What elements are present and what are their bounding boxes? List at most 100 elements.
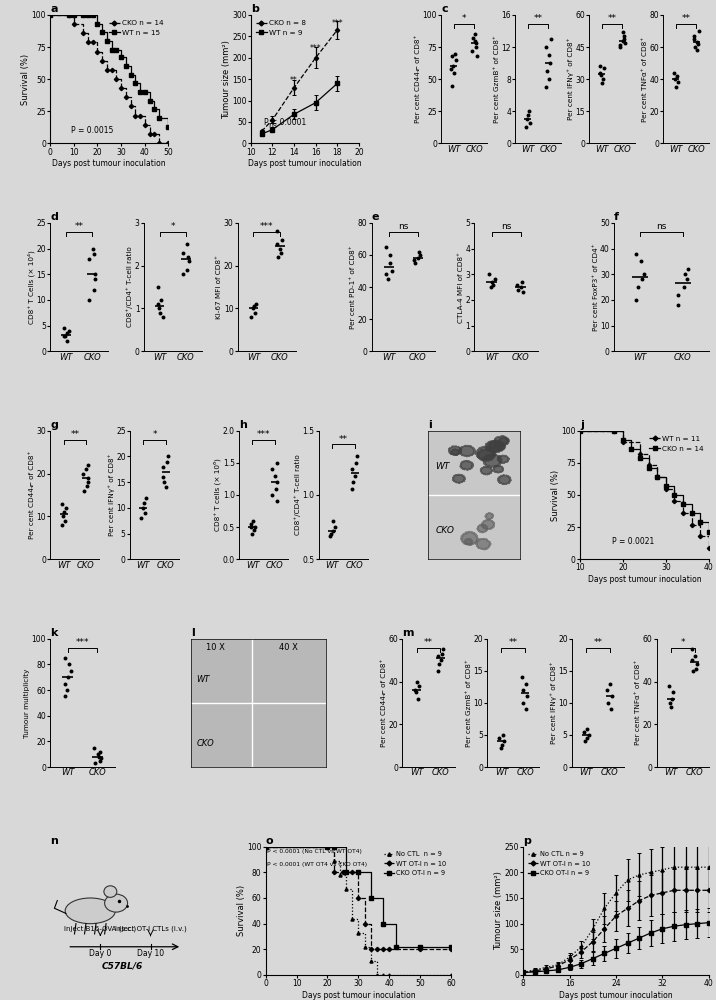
Text: **: ** xyxy=(682,14,690,23)
Point xyxy=(667,684,679,700)
Text: ***: *** xyxy=(332,19,343,28)
Point xyxy=(93,749,105,765)
Text: **: ** xyxy=(70,430,79,439)
Point xyxy=(412,250,424,266)
Y-axis label: Per cent CD44⬐ of CD8⁺: Per cent CD44⬐ of CD8⁺ xyxy=(381,659,387,747)
X-axis label: Days post tumour inoculation: Days post tumour inoculation xyxy=(588,575,701,584)
Point xyxy=(666,699,677,715)
Point xyxy=(594,58,606,74)
Point xyxy=(466,43,478,59)
Text: **: ** xyxy=(290,76,298,85)
Polygon shape xyxy=(481,519,495,530)
Point xyxy=(65,663,77,679)
Point xyxy=(276,245,287,261)
Polygon shape xyxy=(494,436,509,446)
Text: *: * xyxy=(680,638,685,647)
Text: *: * xyxy=(170,222,175,231)
Text: f: f xyxy=(614,212,619,222)
Polygon shape xyxy=(493,466,503,473)
Point xyxy=(178,266,189,282)
Point xyxy=(495,740,506,756)
Point xyxy=(82,457,93,473)
Point xyxy=(89,246,100,262)
Text: **: ** xyxy=(533,14,543,23)
Point xyxy=(606,688,618,704)
Text: ***: *** xyxy=(76,638,90,647)
Text: P < 0.0001 (No CTL vs WT OT4): P < 0.0001 (No CTL vs WT OT4) xyxy=(268,849,362,854)
Point xyxy=(518,695,529,711)
Point xyxy=(349,468,361,484)
Ellipse shape xyxy=(105,894,127,912)
Text: WT: WT xyxy=(196,675,210,684)
Point xyxy=(619,35,631,51)
Point xyxy=(62,333,73,349)
Text: ns: ns xyxy=(656,222,667,231)
Point xyxy=(450,52,462,68)
Y-axis label: Per cent FoxP3⁺ of CD4⁺: Per cent FoxP3⁺ of CD4⁺ xyxy=(593,243,599,331)
Point xyxy=(155,305,166,321)
Point xyxy=(669,71,681,87)
Text: WT: WT xyxy=(435,462,450,471)
Y-axis label: Per cent TNFα⁺ of CD8⁺: Per cent TNFα⁺ of CD8⁺ xyxy=(642,37,648,122)
Point xyxy=(617,33,629,49)
Point xyxy=(137,500,148,516)
Point xyxy=(59,688,70,704)
Point xyxy=(271,236,283,252)
Point xyxy=(155,292,167,308)
Y-axis label: Survival (%): Survival (%) xyxy=(21,54,30,105)
Point xyxy=(471,48,483,64)
Point xyxy=(664,695,676,711)
Text: 10 X: 10 X xyxy=(206,643,225,652)
Point xyxy=(432,663,443,679)
Legend: CKO n = 14, WT n = 15: CKO n = 14, WT n = 15 xyxy=(107,19,165,37)
Point xyxy=(347,474,359,490)
Point xyxy=(432,648,444,664)
Point xyxy=(270,468,281,484)
Point xyxy=(347,461,358,477)
Point xyxy=(498,733,510,749)
Polygon shape xyxy=(475,538,491,550)
Text: *: * xyxy=(462,14,466,23)
Point xyxy=(276,232,288,248)
Text: k: k xyxy=(50,628,57,638)
Point xyxy=(449,46,460,62)
Text: Day 0: Day 0 xyxy=(89,949,112,958)
Polygon shape xyxy=(497,455,509,463)
Point xyxy=(521,701,532,717)
Point xyxy=(520,676,531,692)
Point xyxy=(524,115,536,131)
Y-axis label: Survival (%): Survival (%) xyxy=(551,469,560,521)
Point xyxy=(266,487,278,503)
Point xyxy=(488,277,499,293)
Point xyxy=(90,755,101,771)
Point xyxy=(614,37,626,53)
X-axis label: Days post tumour inoculation: Days post tumour inoculation xyxy=(301,991,415,1000)
Y-axis label: CTLA-4 MFI of CD8⁺: CTLA-4 MFI of CD8⁺ xyxy=(458,252,464,323)
Point xyxy=(468,30,479,46)
Point xyxy=(678,279,690,295)
Polygon shape xyxy=(495,443,505,451)
Text: g: g xyxy=(50,420,58,430)
Y-axis label: Per cent GzmB⁺ of CD8⁺: Per cent GzmB⁺ of CD8⁺ xyxy=(466,659,472,747)
Point xyxy=(414,678,425,694)
Y-axis label: Per cent IFNγ⁺ of CD8⁺: Per cent IFNγ⁺ of CD8⁺ xyxy=(550,662,556,744)
Polygon shape xyxy=(460,532,478,545)
Point xyxy=(78,483,90,499)
Point xyxy=(516,279,527,295)
Point xyxy=(351,448,362,464)
Point xyxy=(690,661,702,677)
Point xyxy=(84,251,95,267)
Point xyxy=(415,247,426,263)
Point xyxy=(523,103,535,119)
Point xyxy=(247,513,258,529)
Y-axis label: Tumour size (mm²): Tumour size (mm²) xyxy=(222,40,231,119)
Text: CKO: CKO xyxy=(196,739,214,748)
Point xyxy=(136,510,147,526)
Text: *: * xyxy=(153,430,157,439)
Point xyxy=(94,744,105,760)
Point xyxy=(693,23,705,39)
Point xyxy=(595,67,606,83)
Point xyxy=(245,519,256,535)
Y-axis label: Per cent GzmB⁺ of CD8⁺: Per cent GzmB⁺ of CD8⁺ xyxy=(494,35,500,123)
Point xyxy=(140,490,152,506)
